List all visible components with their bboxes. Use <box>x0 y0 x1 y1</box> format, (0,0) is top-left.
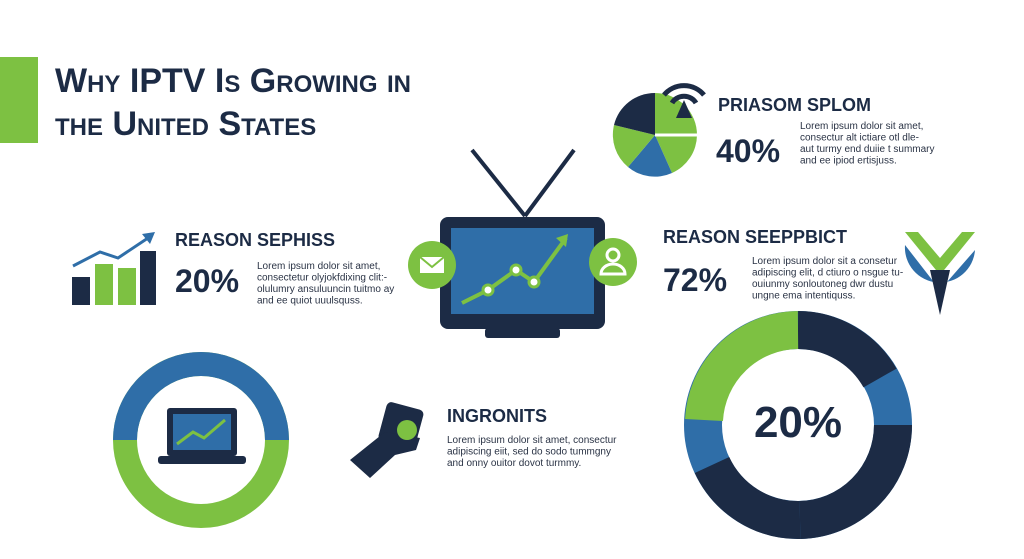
section-body: olulumry ansuluuncin tuitmo ay <box>257 284 394 295</box>
section-body: consectur alt ictiare otl dle- <box>800 133 919 144</box>
section-stat: 72% <box>663 262 727 298</box>
title: Why IPTV Is Growing in <box>55 62 411 100</box>
bar-chart-icon <box>72 232 156 305</box>
section-heading: REASON SEPHISS <box>175 230 335 250</box>
accent-bar <box>0 57 38 143</box>
section-body: Lorem ipsum dolor sit amet, <box>257 261 380 272</box>
section-heading: REASON SEEPPBICT <box>663 227 847 247</box>
shield-icon <box>904 232 975 315</box>
section-body: Lorem ipsum dolor sit amet, <box>800 121 923 132</box>
section-heading: INGRONITS <box>447 406 547 426</box>
section-stat: 40% <box>716 133 780 169</box>
laptop-donut <box>113 352 289 528</box>
title: the United States <box>55 105 316 143</box>
section-body: Lorem ipsum dolor sit amet, consectur <box>447 435 617 446</box>
section-body: and onny ouitor dovot turmmy. <box>447 458 581 469</box>
tv-icon <box>408 148 637 338</box>
section-body: consectetur olyjokfdixing clit:- <box>257 273 387 284</box>
donut-label: 20% <box>754 398 842 447</box>
section-body: adipiscing elit, d ctiuro o nsgue tu- <box>752 268 903 279</box>
section-body: ungne ema intentiquss. <box>752 291 855 302</box>
section-body: and ee quiot uuulsquss. <box>257 296 363 307</box>
section-body: adipiscing eiit, sed do sodo tummgny <box>447 447 611 458</box>
section-stat: 20% <box>175 263 239 299</box>
section-body: ouiunmy sonloutoneg dwr dustu <box>752 279 893 290</box>
hand-icon <box>350 402 424 478</box>
section-body: and ee ipiod ertisjuss. <box>800 156 897 167</box>
section-body: aut turmy end duiie t summary <box>800 144 935 155</box>
section-heading: PRIASOM SPLOM <box>718 95 871 115</box>
pie-icon <box>612 83 706 177</box>
section-body: Lorem ipsum dolor sit a consetur <box>752 256 898 267</box>
big-donut <box>684 311 912 539</box>
